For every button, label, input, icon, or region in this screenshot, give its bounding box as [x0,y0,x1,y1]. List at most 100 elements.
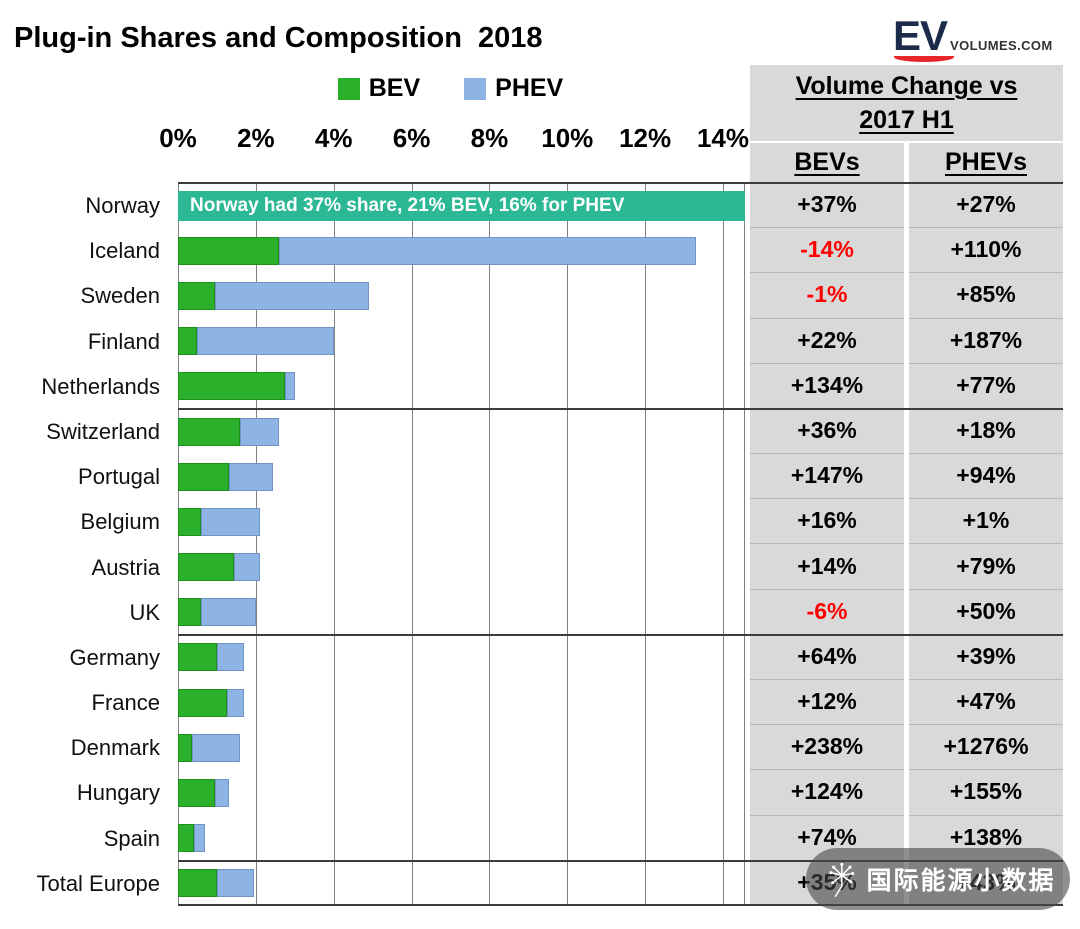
watermark: 国际能源小数据 [806,848,1070,910]
norway-annotation-bar: Norway had 37% share, 21% BEV, 16% for P… [178,190,745,221]
phev-change-cell: +187% [909,319,1063,364]
country-label: Switzerland [46,418,160,444]
country-label: Denmark [70,735,160,761]
phev-bar-segment [226,688,245,717]
x-axis-tick: 10% [541,123,594,153]
bev-change-cell: +238% [750,725,904,771]
bev-bar-segment [178,462,229,491]
phev-bar-segment [197,327,334,356]
country-label: France [91,690,160,716]
logo-ev-wrap: EV [893,15,954,62]
country-label: Portugal [78,464,160,490]
legend-label: PHEV [495,74,564,102]
bev-column: BEVs +37% -14% -1% +22% +134% +36% +147% +16% +1… [750,143,904,906]
phev-change-cell: +94% [909,454,1063,500]
country-label: Norway [85,193,160,218]
country-label: Hungary [76,780,160,806]
phev-change-cell: +27% [909,183,1063,229]
phev-column-header: PHEVs [945,148,1027,176]
country-label: Germany [69,644,160,670]
phev-change-cell: +155% [909,770,1063,816]
country-label: Netherlands [41,373,160,399]
bev-change-cell: +16% [750,499,904,545]
x-axis-tick: 12% [619,123,672,153]
legend-item-bev: BEV [337,74,420,103]
x-axis-tick: 6% [392,123,431,153]
bev-bar-segment [178,779,215,808]
phev-bar-segment [214,281,369,310]
gridline [489,183,491,906]
x-axis-tick: 2% [237,123,275,153]
phev-change-cell: +47% [909,680,1063,726]
bev-bar-segment [178,281,215,310]
phev-bar-segment [191,733,241,762]
country-label: Finland [87,328,160,354]
country-label: Sweden [80,283,160,309]
bev-change-cell: +37% [750,183,904,229]
bev-bar-segment [178,688,227,717]
country-label: Iceland [89,238,160,264]
gridline [411,183,413,906]
x-axis-tick: 14% [696,123,750,153]
bev-bar-segment [178,327,198,356]
phev-bar-segment [201,507,260,536]
phev-change-cell: +77% [909,364,1063,409]
bev-bar-segment [178,507,202,536]
phev-bar-segment [214,779,229,808]
plot-right-border [744,183,745,906]
group-separator-line [178,633,1063,636]
phev-bar-segment [228,462,274,491]
bev-change-cell: +14% [750,545,904,590]
gridline [255,183,257,906]
phev-change-cell: +110% [909,228,1063,274]
bev-change-cell: -6% [750,590,904,635]
phev-bar-segment [240,417,280,446]
legend-swatch-bev [337,77,360,100]
phev-bar-segment [234,553,260,582]
x-axis-tick: 8% [470,123,509,153]
bev-change-cell: +22% [750,319,904,364]
logo-volumes-text: VOLUMES.COM [950,37,1053,53]
phev-change-cell: +79% [909,545,1063,590]
chart-title: Plug-in Shares and Composition 2018 [14,22,543,54]
bev-change-cell: +12% [750,680,904,726]
bev-bar-segment [178,824,194,853]
bev-change-cell: +64% [750,635,904,681]
phev-column: PHEVs +27% +110% +85% +187% +77% +18% +94% +1% +… [909,143,1063,906]
group-separator-line [178,182,1063,184]
bev-bar-segment [178,553,235,582]
bev-bar-segment [178,733,192,762]
bev-change-cell: -1% [750,273,904,319]
bev-change-cell: +134% [750,364,904,409]
logo-red-swoosh-icon [894,55,954,62]
phev-change-cell: +1% [909,499,1063,545]
gridline [567,183,569,906]
country-label: Spain [103,825,160,851]
bev-bar-segment [178,417,241,446]
legend: BEV PHEV [178,74,723,103]
phev-bar-segment [216,643,245,672]
bev-column-header: BEVs [794,148,860,176]
country-label: Belgium [80,509,160,535]
phev-change-cell: +85% [909,273,1063,319]
phev-bar-segment [201,598,256,627]
bev-bar-segment [178,598,202,627]
bev-bar-segment [178,372,286,401]
gridline [645,183,647,906]
phev-bar-segment [279,236,696,265]
x-axis: 0% 2% 4% 6% 8% 10% 12% 14% [159,123,749,163]
x-axis-tick: 0% [159,123,197,153]
phev-bar-segment [193,824,206,853]
table-header: Volume Change vs 2017 H1 [750,65,1063,141]
legend-item-phev: PHEV [464,74,563,103]
watermark-text: 国际能源小数据 [866,867,1056,895]
logo-ev-letters: EV [893,12,948,59]
x-axis-tick: 4% [314,123,353,153]
country-label: UK [129,599,160,625]
table-header-line1: Volume Change vs [795,72,1018,100]
phev-change-cell: +39% [909,635,1063,681]
gridline [333,183,335,906]
dandelion-icon [829,862,855,897]
ev-volumes-logo: EV VOLUMES.COM [893,15,1053,62]
